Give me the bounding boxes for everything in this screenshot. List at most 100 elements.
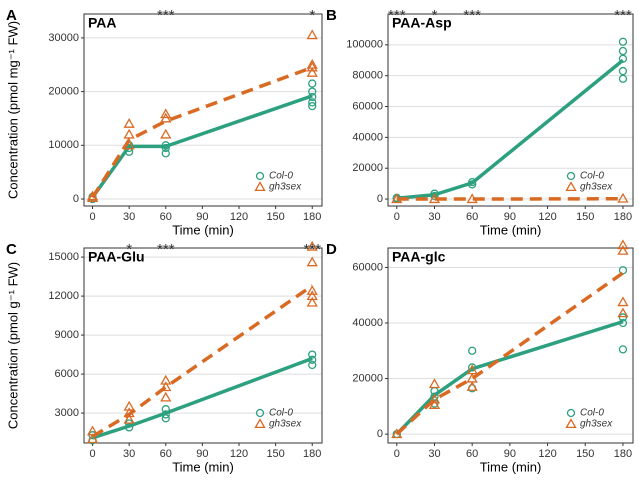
- point: [308, 350, 317, 359]
- point: [308, 92, 317, 102]
- plot-frame: [387, 247, 634, 444]
- x-tick-label: 30: [123, 211, 135, 223]
- legend-marker: [565, 181, 577, 192]
- point: [160, 381, 172, 392]
- x-tick-label: 150: [576, 448, 594, 460]
- x-tick-label: 180: [614, 211, 632, 223]
- y-tick-label: 60000: [352, 100, 383, 112]
- point: [125, 423, 134, 432]
- point: [618, 318, 628, 328]
- panel: D 0 20000 40000 60000 0 30 60 90 120 150 180 PAA-glc…: [326, 239, 634, 474]
- point: [308, 87, 317, 96]
- y-tick-label: 20000: [352, 162, 383, 174]
- legend-label: Col-0: [580, 408, 604, 419]
- x-tick-label: 60: [160, 211, 172, 223]
- point: [617, 307, 629, 318]
- x-axis-label: Time (min): [172, 222, 234, 237]
- legend-marker: [255, 408, 265, 418]
- y-tick-label: 6000: [55, 368, 79, 380]
- significance: *: [126, 241, 132, 258]
- y-tick-label: 40000: [352, 317, 383, 329]
- point: [161, 143, 170, 153]
- x-tick-label: 0: [394, 211, 400, 223]
- point: [466, 193, 478, 204]
- panel: C 3000 6000 9000 12000 15000 0 30 60 90 120 150 180 P…: [5, 240, 323, 474]
- point: [160, 108, 172, 119]
- point: [161, 149, 170, 158]
- y-tick-label: 9000: [55, 329, 79, 341]
- point: [428, 193, 441, 204]
- plot-frame: [83, 13, 323, 207]
- point: [306, 296, 318, 307]
- x-tick-label: 30: [428, 448, 440, 460]
- plot-frame: [83, 247, 323, 444]
- legend-marker: [566, 408, 576, 418]
- point: [86, 192, 99, 202]
- series-line: [91, 284, 314, 438]
- point: [618, 313, 628, 322]
- legend-label: Col-0: [269, 171, 293, 182]
- legend-label: gh3sex: [580, 419, 613, 430]
- y-tick-label: 40000: [352, 131, 383, 143]
- point: [306, 285, 318, 295]
- point: [123, 400, 135, 411]
- series-line: [396, 58, 625, 201]
- x-tick-label: 60: [160, 448, 172, 460]
- legend-label: gh3sex: [269, 182, 302, 193]
- y-tick-label: 30000: [48, 32, 79, 44]
- point: [160, 128, 172, 139]
- series-line: [395, 271, 624, 436]
- point: [617, 239, 629, 250]
- legend-marker: [565, 418, 577, 429]
- point: [86, 425, 99, 436]
- panel: A 0 10000 20000 30000 0 30 60 90 120 150 180 PAA Time…: [5, 7, 323, 237]
- point: [618, 46, 628, 56]
- point: [123, 118, 135, 128]
- point: [306, 290, 318, 301]
- legend-label: Col-0: [580, 171, 604, 182]
- legend-marker: [254, 181, 266, 192]
- point: [618, 54, 628, 63]
- point: [123, 407, 135, 418]
- y-tick-label: 0: [377, 428, 383, 440]
- point: [161, 410, 170, 419]
- point: [466, 381, 478, 391]
- x-tick-label: 180: [614, 448, 632, 460]
- panel-title: PAA: [88, 15, 117, 31]
- panel-title: PAA-glc: [392, 249, 446, 265]
- legend-marker: [566, 171, 576, 181]
- y-tick-label: 60000: [352, 261, 383, 273]
- significance: ***: [303, 241, 321, 258]
- point: [468, 180, 477, 189]
- point: [123, 413, 135, 424]
- x-tick-label: 60: [466, 211, 478, 223]
- significance: ***: [157, 7, 175, 24]
- x-tick-label: 30: [428, 211, 440, 223]
- x-tick-label: 90: [504, 211, 516, 223]
- y-axis-label: Concentration (pmol mg⁻¹ FW): [5, 21, 20, 199]
- point: [430, 191, 439, 201]
- x-tick-label: 0: [394, 448, 400, 460]
- x-tick-label: 120: [230, 448, 248, 460]
- y-tick-label: 10000: [48, 139, 79, 151]
- point: [466, 372, 478, 383]
- plot-frame: [387, 13, 634, 207]
- y-tick-label: 0: [377, 193, 383, 205]
- panel-title: PAA-Glu: [88, 249, 145, 265]
- point: [306, 61, 318, 72]
- significance: ***: [463, 7, 481, 24]
- point: [428, 393, 441, 404]
- x-tick-label: 60: [466, 448, 478, 460]
- point: [618, 66, 628, 76]
- x-tick-label: 0: [89, 211, 95, 223]
- x-axis-label: Time (min): [480, 459, 542, 474]
- panel-title: PAA-Asp: [392, 15, 452, 31]
- point: [468, 346, 477, 355]
- panel-label: D: [326, 241, 337, 258]
- x-tick-label: 150: [576, 211, 594, 223]
- point: [618, 37, 628, 46]
- x-tick-label: 180: [303, 211, 321, 223]
- x-tick-label: 0: [89, 448, 95, 460]
- legend-marker: [254, 418, 266, 429]
